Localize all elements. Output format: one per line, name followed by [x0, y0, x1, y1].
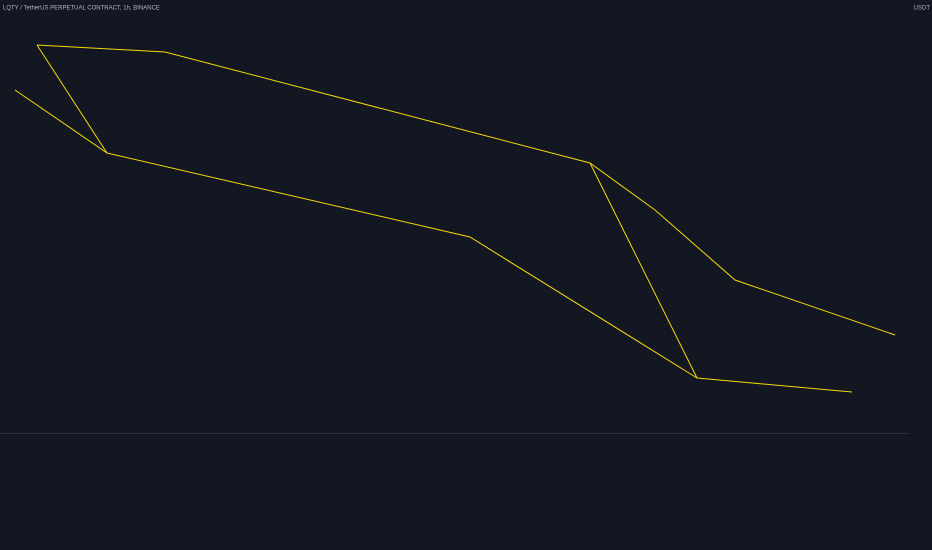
lower-trendline: [14, 89, 853, 393]
trendlines: [14, 44, 896, 393]
pane-separator: [0, 433, 910, 434]
chart-title: LQTY / TetherUS PERPETUAL CONTRACT, 1h, …: [3, 6, 160, 12]
channel-line: [589, 162, 698, 379]
currency-label: USDT: [914, 6, 931, 12]
channel-line: [36, 44, 108, 154]
upper-trendline: [36, 44, 896, 336]
price-axis: [910, 0, 932, 550]
